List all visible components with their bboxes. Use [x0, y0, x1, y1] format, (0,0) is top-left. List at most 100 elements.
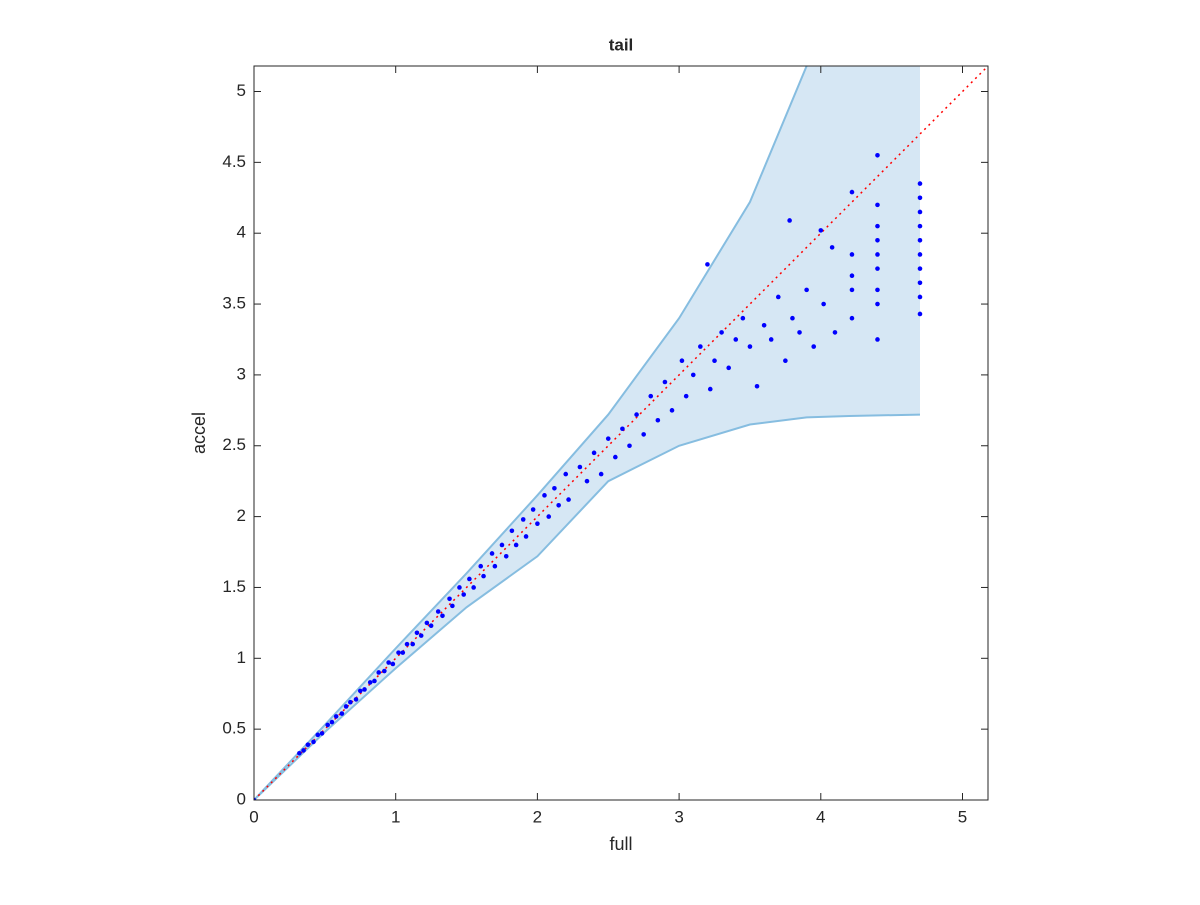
scatter-point — [329, 719, 335, 725]
scatter-point — [513, 542, 519, 548]
plot-area — [254, 66, 988, 800]
scatter-point — [740, 315, 746, 321]
scatter-point — [917, 280, 923, 286]
scatter-point — [542, 493, 547, 498]
scatter-point — [605, 436, 611, 441]
scatter-point — [849, 287, 855, 293]
y-tick-label: 4 — [237, 223, 246, 242]
scatter-point — [357, 688, 363, 694]
scatter-point — [875, 337, 880, 342]
scatter-point — [790, 315, 795, 321]
scatter-point — [563, 471, 569, 477]
scatter-point — [254, 797, 257, 800]
scatter-point — [849, 189, 855, 195]
scatter-point — [775, 294, 781, 300]
scatter-point — [386, 660, 391, 665]
scatter-point — [818, 228, 824, 233]
scatter-point — [372, 678, 377, 684]
scatter-point — [440, 613, 445, 619]
scatter-point — [535, 521, 540, 526]
scatter-point — [598, 471, 604, 477]
scatter-point — [301, 748, 306, 753]
scatter-point — [917, 252, 923, 257]
scatter-point — [641, 432, 646, 437]
scatter-point — [690, 372, 696, 378]
scatter-point — [410, 641, 416, 647]
y-tick-label: 3 — [237, 364, 246, 383]
y-tick-label: 3.5 — [222, 294, 246, 313]
scatter-point — [566, 497, 571, 502]
scatter-point — [719, 330, 724, 335]
reference-line — [254, 66, 988, 800]
scatter-point — [787, 218, 792, 223]
scatter-point — [353, 697, 359, 702]
y-axis-label: accel — [189, 412, 209, 454]
scatter-point — [546, 514, 552, 519]
y-tick-label: 2.5 — [222, 435, 246, 454]
y-tick-label: 1.5 — [222, 577, 246, 596]
scatter-point — [613, 454, 618, 460]
scatter-point — [627, 443, 632, 449]
scatter-point — [875, 237, 880, 243]
scatter-point — [620, 426, 625, 432]
scatter-point — [821, 301, 826, 307]
scatter-point — [367, 680, 373, 685]
scatter-point — [376, 670, 381, 675]
chart-title: tail — [609, 35, 634, 54]
x-tick-label: 1 — [391, 807, 400, 826]
scatter-point — [917, 209, 923, 215]
y-tick-label: 0 — [237, 789, 246, 808]
scatter-point — [577, 464, 583, 470]
scatter-point — [849, 273, 855, 279]
scatter-point — [584, 478, 590, 484]
scatter-point — [489, 551, 495, 556]
scatter-point — [315, 732, 321, 738]
y-tick-label: 4.5 — [222, 152, 246, 171]
scatter-point — [520, 517, 526, 522]
scatter-point — [457, 585, 462, 590]
scatter-point — [530, 507, 536, 512]
scatter-point — [447, 596, 452, 602]
band-upper — [254, 66, 808, 800]
scatter-point — [523, 534, 529, 539]
scatter-point — [478, 563, 484, 569]
x-tick-label: 2 — [533, 807, 542, 826]
y-tick-label: 1 — [237, 648, 246, 667]
scatter-point — [726, 365, 731, 371]
scatter-point — [705, 262, 710, 267]
scatter-point — [811, 344, 817, 349]
scatter-point — [414, 630, 420, 636]
scatter-point — [754, 383, 760, 389]
scatter-point — [875, 152, 880, 158]
scatter-point — [481, 573, 486, 579]
scatter-point — [917, 237, 923, 243]
scatter-point — [783, 358, 788, 364]
scatter-point — [698, 344, 703, 349]
scatter-point — [797, 330, 802, 335]
scatter-point — [435, 609, 441, 614]
scatter-point — [339, 711, 345, 716]
scatter-point — [875, 301, 880, 307]
scatter-point — [382, 668, 387, 674]
scatter-point — [311, 739, 316, 745]
scatter-point — [707, 386, 713, 392]
scatter-point — [333, 714, 339, 719]
scatter-point — [679, 358, 685, 364]
scatter-point — [917, 266, 923, 271]
scatter-point — [471, 585, 476, 590]
scatter-point — [917, 181, 923, 186]
y-tick-label: 5 — [237, 81, 246, 100]
axes-box — [253, 65, 989, 801]
scatter-point — [669, 408, 675, 413]
x-axis-label: full — [609, 834, 632, 854]
x-tick-label: 4 — [816, 807, 825, 826]
scatter-point — [509, 528, 515, 534]
scatter-point — [917, 294, 923, 300]
scatter-point — [875, 202, 880, 208]
scatter-point — [461, 592, 467, 597]
scatter-point — [499, 542, 505, 548]
scatter-point — [875, 223, 880, 229]
scatter-point — [712, 358, 717, 364]
scatter-point — [396, 650, 401, 655]
scatter-point — [917, 311, 923, 317]
